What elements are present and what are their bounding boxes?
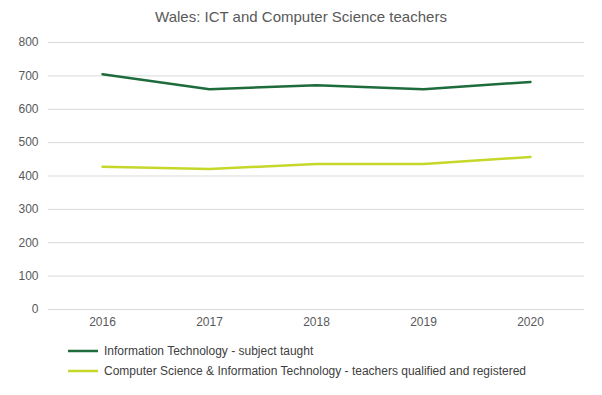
svg-text:400: 400 — [18, 169, 38, 183]
svg-text:2020: 2020 — [517, 315, 544, 329]
svg-text:600: 600 — [18, 102, 38, 116]
svg-text:2019: 2019 — [410, 315, 437, 329]
svg-text:300: 300 — [18, 202, 38, 216]
html-text:Computer Science & Information: Computer Science & Information Technolog… — [104, 364, 526, 378]
svg-text:0: 0 — [32, 302, 39, 316]
html-text:Information Technology - subje: Information Technology - subject taught — [104, 344, 314, 358]
svg-text:700: 700 — [18, 69, 38, 83]
svg-text:500: 500 — [18, 135, 38, 149]
svg-text:200: 200 — [18, 236, 38, 250]
svg-text:2017: 2017 — [196, 315, 223, 329]
svg-text:2018: 2018 — [303, 315, 330, 329]
svg-text:2016: 2016 — [89, 315, 116, 329]
svg-text:100: 100 — [18, 269, 38, 283]
html-text:Wales: ICT and Computer Scienc: Wales: ICT and Computer Science teachers — [155, 8, 447, 25]
svg-text:800: 800 — [18, 35, 38, 49]
